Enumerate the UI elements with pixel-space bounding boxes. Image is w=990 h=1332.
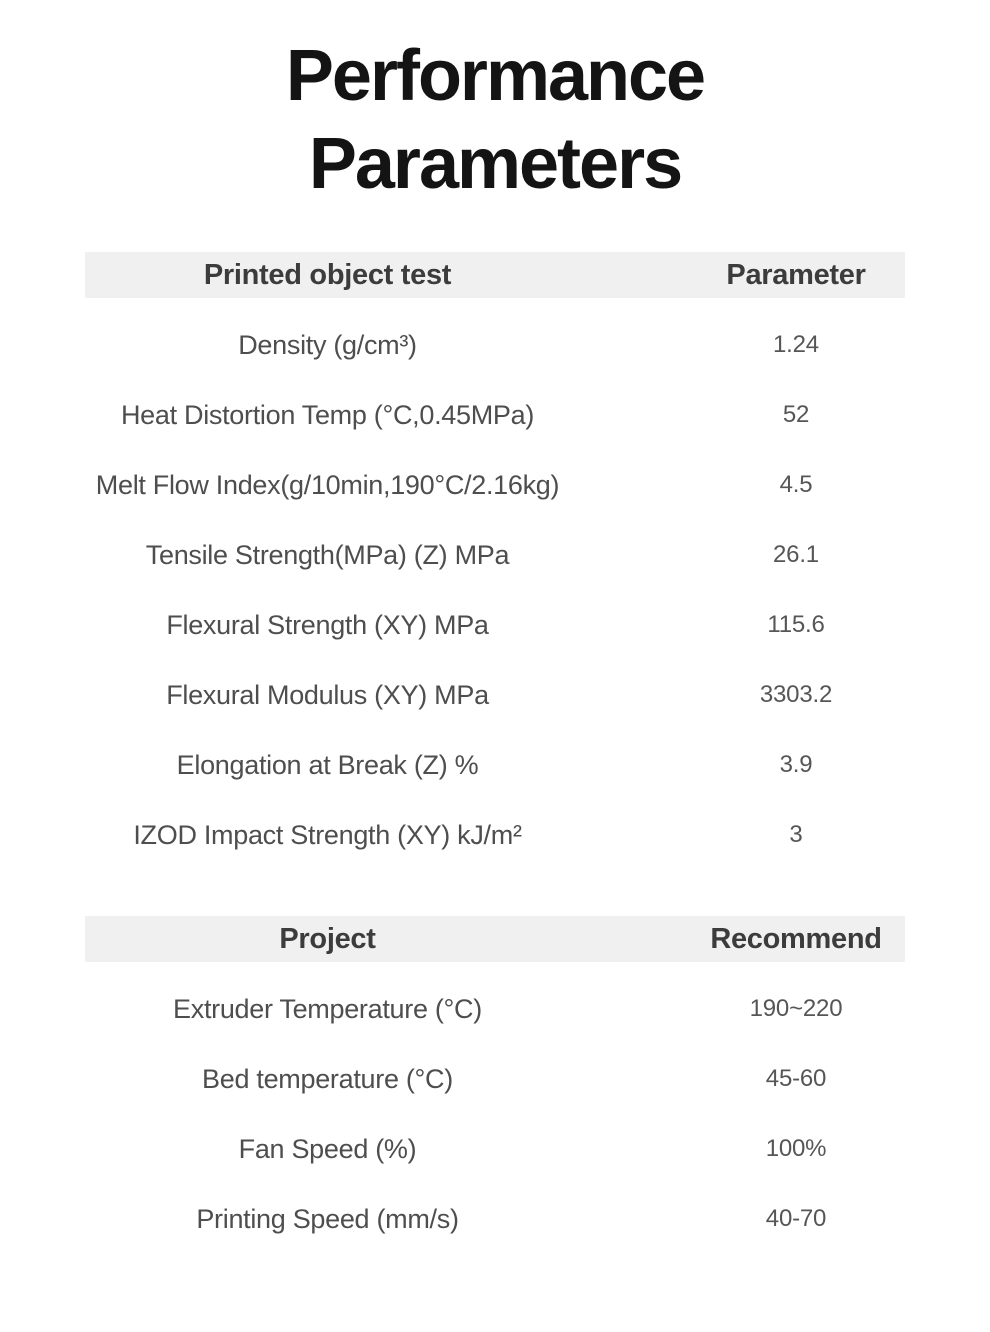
- table-row: Melt Flow Index(g/10min,190°C/2.16kg) 4.…: [85, 450, 905, 520]
- row-label: Fan Speed (%): [238, 1133, 417, 1164]
- page-title-line2: Parameters: [308, 124, 683, 204]
- table-row: IZOD Impact Strength (XY) kJ/m² 3: [85, 800, 905, 870]
- table-row: Bed temperature (°C) 45-60: [85, 1044, 905, 1114]
- row-value: 3: [789, 821, 803, 848]
- table-row: Density (g/cm³) 1.24: [85, 310, 905, 380]
- table-body: Density (g/cm³) 1.24 Heat Distortion Tem…: [85, 298, 905, 870]
- row-value: 115.6: [767, 611, 825, 638]
- row-label: Flexural Strength (XY) MPa: [166, 609, 489, 640]
- row-value: 52: [782, 401, 810, 428]
- project-recommend-table: Project Recommend Extruder Temperature (…: [85, 916, 905, 1254]
- printed-object-test-table: Printed object test Parameter Density (g…: [85, 252, 905, 870]
- table-row: Fan Speed (%) 100%: [85, 1114, 905, 1184]
- table-header-row: Project Recommend: [85, 916, 905, 962]
- table-row: Flexural Modulus (XY) MPa 3303.2: [85, 660, 905, 730]
- row-value: 1.24: [773, 331, 819, 358]
- row-label: Density (g/cm³): [238, 329, 417, 360]
- row-label: Melt Flow Index(g/10min,190°C/2.16kg): [95, 469, 560, 500]
- column-header-parameter: Parameter: [726, 258, 866, 291]
- table-row: Elongation at Break (Z) % 3.9: [85, 730, 905, 800]
- table-body: Extruder Temperature (°C) 190~220 Bed te…: [85, 962, 905, 1254]
- column-header-project: Project: [279, 922, 376, 955]
- row-label: Flexural Modulus (XY) MPa: [166, 679, 489, 710]
- page-title: Performance Parameters: [0, 0, 990, 208]
- table-row: Printing Speed (mm/s) 40-70: [85, 1184, 905, 1254]
- row-value: 100%: [765, 1135, 827, 1162]
- row-label: Extruder Temperature (°C): [173, 993, 482, 1024]
- row-value: 3.9: [779, 751, 813, 778]
- column-header-printed-object-test: Printed object test: [203, 258, 452, 291]
- row-label: Bed temperature (°C): [202, 1063, 453, 1094]
- table-row: Flexural Strength (XY) MPa 115.6: [85, 590, 905, 660]
- row-label: Elongation at Break (Z) %: [176, 749, 479, 780]
- row-value: 3303.2: [759, 681, 833, 708]
- table-row: Extruder Temperature (°C) 190~220: [85, 974, 905, 1044]
- row-value: 40-70: [765, 1205, 827, 1232]
- row-value: 26.1: [773, 541, 819, 568]
- row-value: 45-60: [765, 1065, 827, 1092]
- table-row: Tensile Strength(MPa) (Z) MPa 26.1: [85, 520, 905, 590]
- row-label: Heat Distortion Temp (°C,0.45MPa): [120, 399, 535, 430]
- row-label: Printing Speed (mm/s): [196, 1203, 459, 1234]
- page-title-line1: Performance: [285, 36, 706, 116]
- table-header-row: Printed object test Parameter: [85, 252, 905, 298]
- column-header-recommend: Recommend: [710, 922, 882, 955]
- row-label: Tensile Strength(MPa) (Z) MPa: [145, 539, 510, 570]
- row-value: 190~220: [749, 995, 843, 1022]
- row-label: IZOD Impact Strength (XY) kJ/m²: [133, 819, 522, 850]
- row-value: 4.5: [779, 471, 813, 498]
- table-row: Heat Distortion Temp (°C,0.45MPa) 52: [85, 380, 905, 450]
